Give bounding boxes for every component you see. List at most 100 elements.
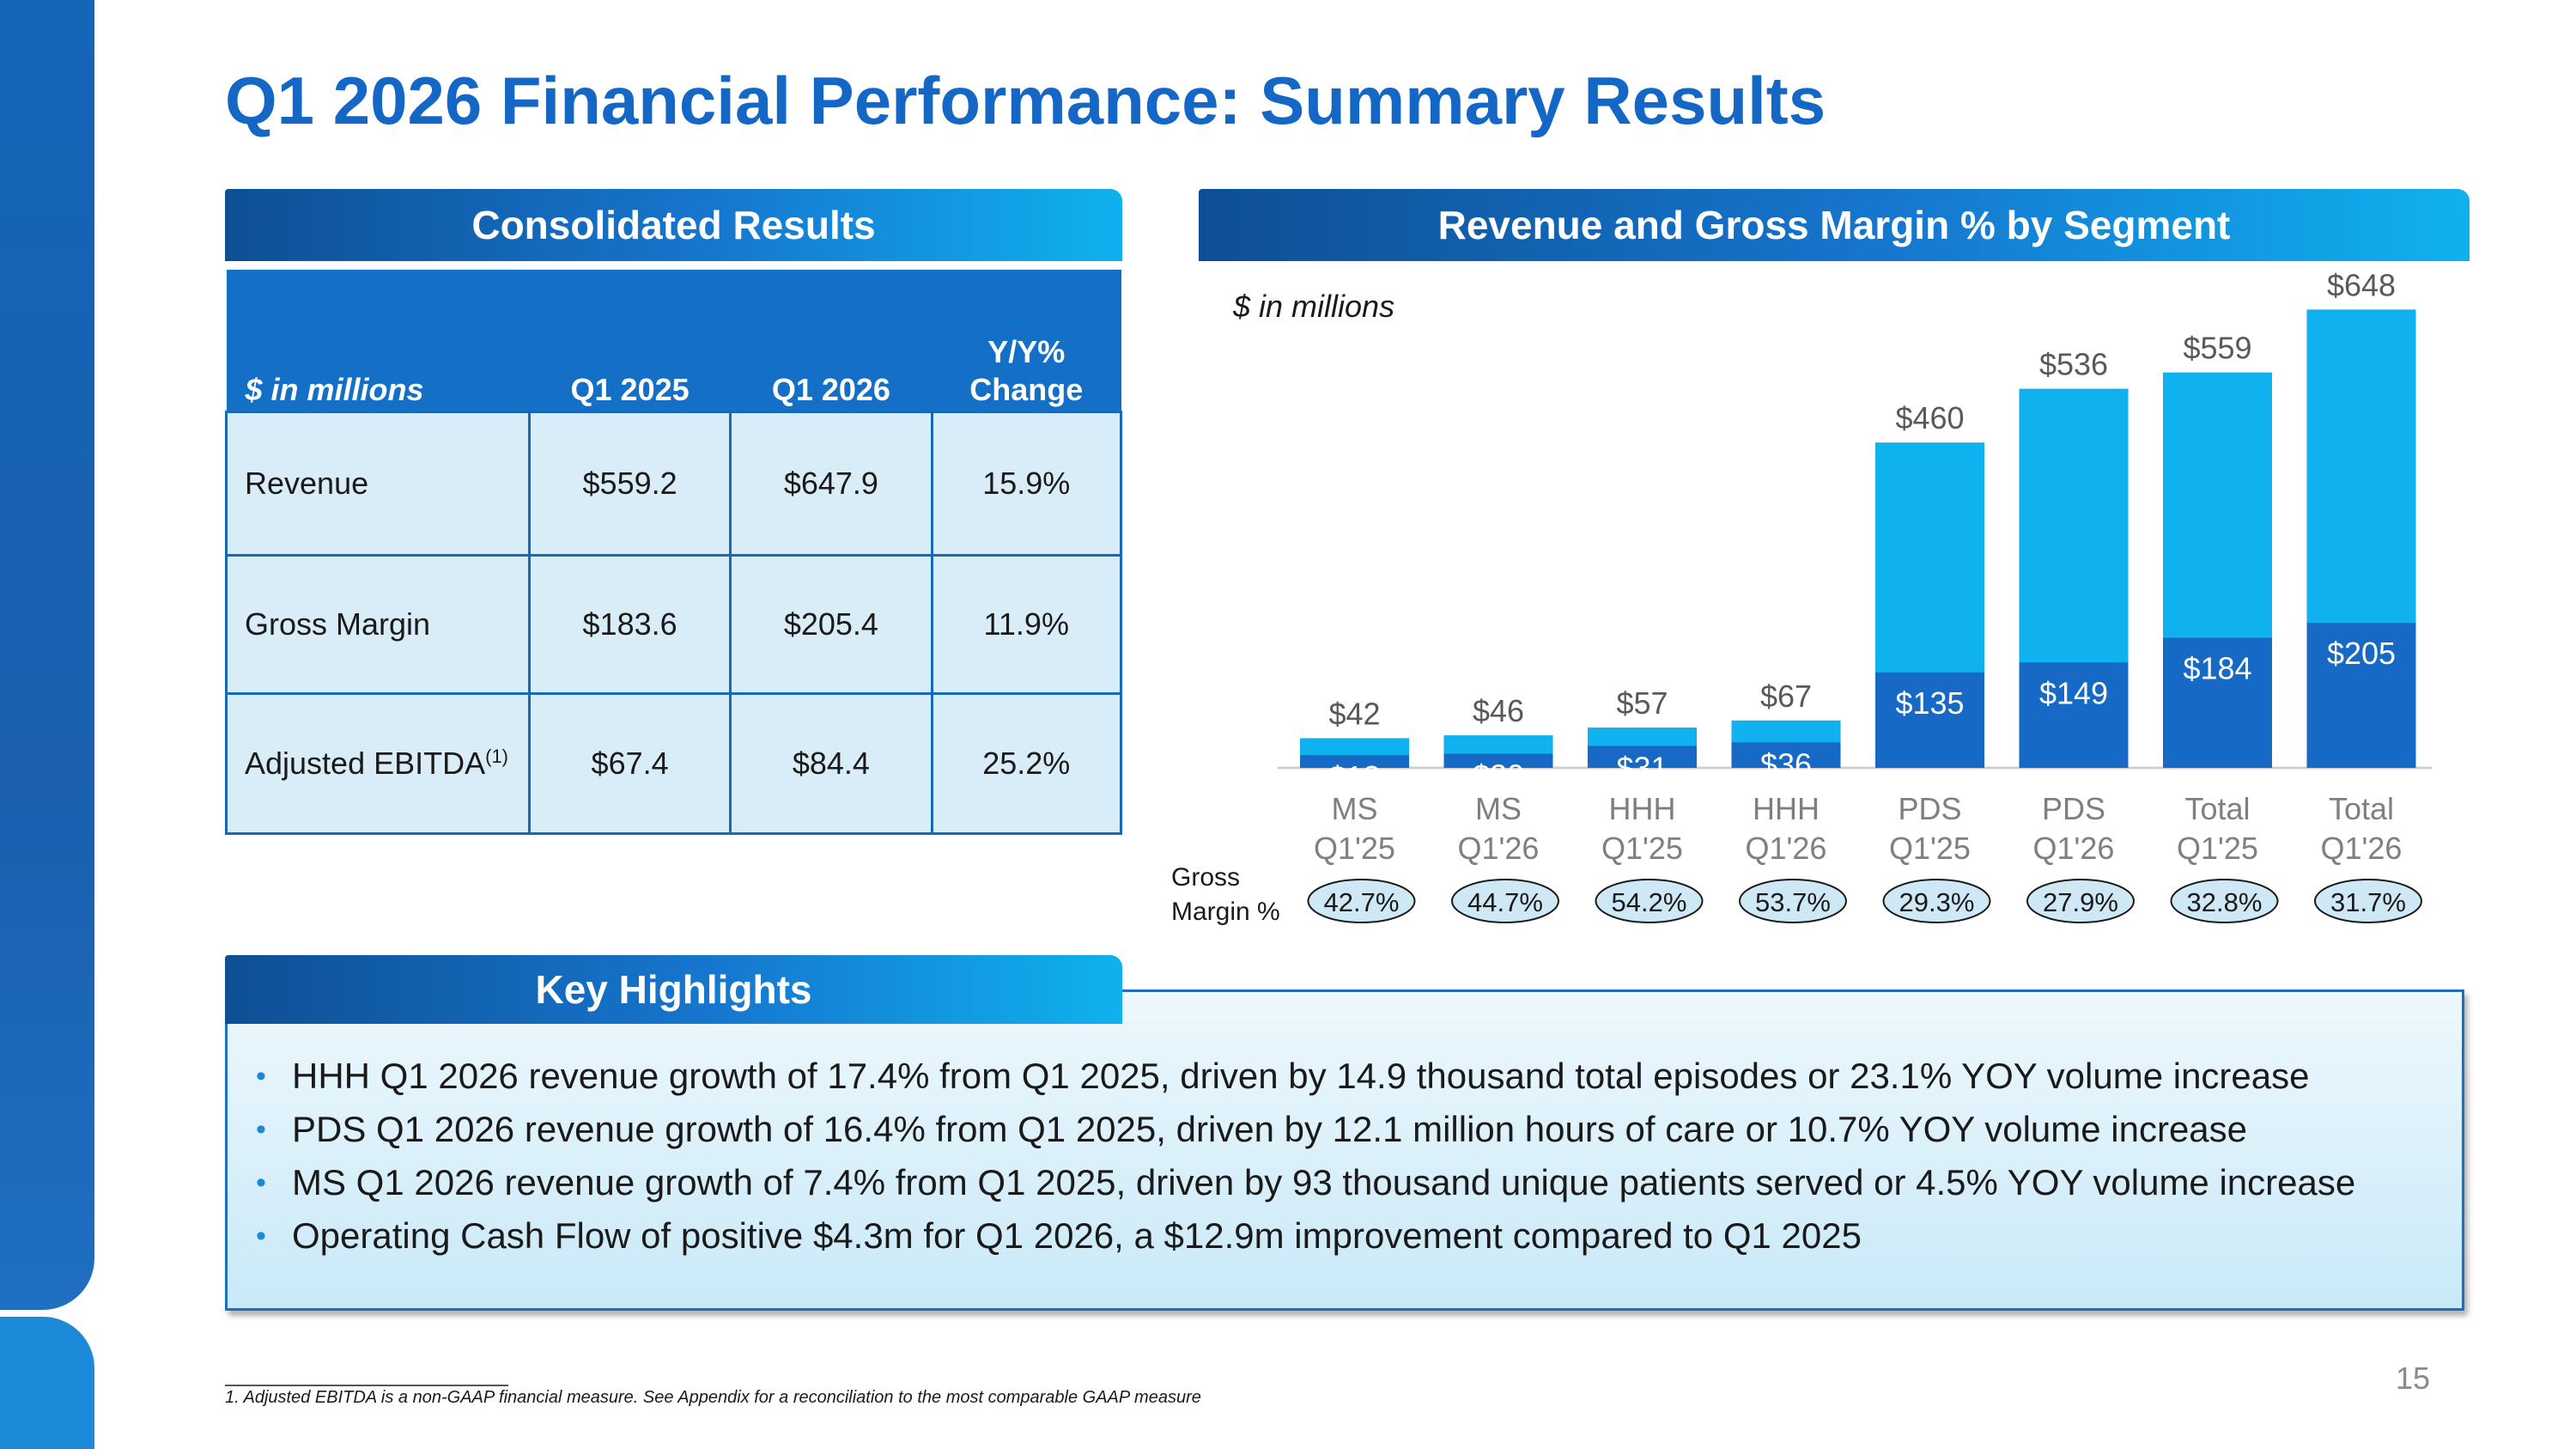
revenue-data-label: $648 xyxy=(2327,267,2396,302)
yoy-change-header: Y/Y% Change xyxy=(932,270,1121,412)
category-tick-label: Total xyxy=(2184,791,2250,826)
gross-margin-pct-pill xyxy=(2170,879,2279,923)
row-label: Revenue xyxy=(225,411,531,557)
gross-margin-bar xyxy=(2019,662,2129,768)
bullet-icon: • xyxy=(256,1060,266,1093)
category-tick-label: Q1'25 xyxy=(1889,831,1971,866)
gross-margin-bar xyxy=(2306,623,2416,768)
footnote: 1. Adjusted EBITDA is a non-GAAP financi… xyxy=(225,1388,1201,1407)
footnote-mark: (1) xyxy=(485,746,509,767)
side-accent-bar-bottom xyxy=(0,1317,94,1449)
gross-margin-bar xyxy=(1300,755,1409,768)
units-header: $ in millions xyxy=(226,270,530,412)
category-tick-label: PDS xyxy=(1898,791,1961,826)
gross-margin-bar xyxy=(1731,742,1841,768)
list-item: • HHH Q1 2026 revenue growth of 17.4% fro… xyxy=(252,1050,2355,1103)
list-item: • Operating Cash Flow of positive $4.3m f… xyxy=(252,1209,2355,1263)
cell-change: 11.9% xyxy=(930,554,1123,695)
category-tick-label: MS xyxy=(1332,791,1378,826)
gross-margin-pct-pill xyxy=(1882,879,1991,923)
revenue-data-label: $46 xyxy=(1473,693,1524,728)
gross-margin-pct-label: 27.9% xyxy=(2043,887,2118,917)
gross-margin-pct-pill xyxy=(2026,879,2135,923)
category-tick-label: HHH xyxy=(1609,791,1676,826)
gross-margin-pct-label: 54.2% xyxy=(1612,887,1687,917)
q1-2026-header: Q1 2026 xyxy=(730,270,933,412)
category-tick-label: MS xyxy=(1475,791,1522,826)
category-tick-label: Q1'26 xyxy=(2321,831,2403,866)
category-tick-label: Q1'26 xyxy=(2033,831,2115,866)
gross-margin-bar xyxy=(2163,637,2272,768)
gross-margin-pct-label: 31.7% xyxy=(2330,887,2406,917)
cell-q1-2025: $67.4 xyxy=(527,692,732,835)
gross-margin-data-label: $205 xyxy=(2327,636,2396,671)
gross-margin-pct-pill xyxy=(1451,879,1559,923)
bullet-icon: • xyxy=(256,1113,266,1146)
chart-units-label: $ in millions xyxy=(1233,289,1395,324)
category-tick-label: Total xyxy=(2329,791,2394,826)
consolidated-results-header: Consolidated Results xyxy=(225,189,1122,261)
gross-margin-bar xyxy=(1588,746,1697,768)
bullet-icon: • xyxy=(256,1220,266,1252)
category-tick-label: Q1'26 xyxy=(1746,831,1827,866)
bullet-icon: • xyxy=(256,1166,266,1199)
cell-q1-2026: $647.9 xyxy=(729,411,933,557)
table-row: Gross Margin $183.6 $205.4 11.9% xyxy=(225,554,1123,695)
revenue-gross-margin-chart: $42$18MSQ1'2542.7%$46$20MSQ1'2644.7%$57$… xyxy=(1278,267,2432,923)
gross-margin-pct-pill xyxy=(1595,879,1704,923)
cell-q1-2026: $84.4 xyxy=(729,692,933,835)
gross-margin-bar xyxy=(1443,753,1553,768)
gross-margin-pct-pill xyxy=(1739,879,1847,923)
gross-margin-data-label: $20 xyxy=(1473,758,1524,794)
gross-margin-data-label: $135 xyxy=(1895,685,1964,721)
side-accent-bar xyxy=(0,0,94,1310)
category-tick-label: PDS xyxy=(2042,791,2105,826)
gross-margin-pct-label: 32.8% xyxy=(2187,887,2263,917)
q1-2025-header: Q1 2025 xyxy=(529,270,731,412)
category-tick-label: Q1'25 xyxy=(2177,831,2258,866)
gross-margin-data-label: $184 xyxy=(2183,650,2251,685)
list-item: • PDS Q1 2026 revenue growth of 16.4% fro… xyxy=(252,1103,2355,1156)
gross-margin-pct-pill xyxy=(1307,879,1416,923)
gross-margin-pct-pill xyxy=(2314,879,2422,923)
revenue-data-label: $67 xyxy=(1760,679,1812,714)
category-tick-label: HHH xyxy=(1753,791,1820,826)
revenue-data-label: $57 xyxy=(1616,685,1668,721)
category-tick-label: Q1'25 xyxy=(1314,831,1395,866)
table-row: Revenue $559.2 $647.9 15.9% xyxy=(225,411,1123,557)
page-title: Q1 2026 Financial Performance: Summary R… xyxy=(225,63,1826,138)
gross-margin-data-label: $36 xyxy=(1760,746,1812,782)
cell-q1-2025: $559.2 xyxy=(527,411,732,557)
gross-margin-data-label: $149 xyxy=(2039,675,2108,710)
key-highlights-box xyxy=(225,989,2464,1311)
cell-change: 15.9% xyxy=(930,411,1123,557)
consolidated-results-table: $ in millions Q1 2025 Q1 2026 Y/Y% Change… xyxy=(225,270,1123,835)
gross-margin-data-label: $18 xyxy=(1328,759,1380,795)
key-highlights-list: • HHH Q1 2026 revenue growth of 17.4% fro… xyxy=(252,1050,2355,1263)
revenue-data-label: $536 xyxy=(2039,347,2108,382)
gross-margin-row-label: Gross Margin % xyxy=(1171,863,1280,926)
cell-q1-2026: $205.4 xyxy=(729,554,933,695)
gross-margin-pct-label: 29.3% xyxy=(1899,887,1975,917)
revenue-data-label: $42 xyxy=(1328,696,1380,731)
category-tick-label: Q1'25 xyxy=(1601,831,1683,866)
key-highlights-header: Key Highlights xyxy=(225,955,1122,1024)
cell-change: 25.2% xyxy=(930,692,1123,835)
row-label: Gross Margin xyxy=(225,554,531,695)
page-number: 15 xyxy=(2396,1361,2431,1396)
revenue-data-label: $559 xyxy=(2183,331,2251,366)
category-tick-label: Q1'26 xyxy=(1458,831,1540,866)
row-label: Adjusted EBITDA(1) xyxy=(225,692,531,835)
segment-chart-header: Revenue and Gross Margin % by Segment xyxy=(1199,189,2470,261)
table-header-row: $ in millions Q1 2025 Q1 2026 Y/Y% Change xyxy=(226,270,1121,412)
table-row: Adjusted EBITDA(1) $67.4 $84.4 25.2% xyxy=(225,692,1123,835)
footnote-divider xyxy=(225,1385,508,1386)
gross-margin-data-label: $31 xyxy=(1616,750,1668,785)
list-item: • MS Q1 2026 revenue growth of 7.4% from … xyxy=(252,1156,2355,1209)
gross-margin-bar xyxy=(1875,672,1984,768)
gross-margin-pct-label: 53.7% xyxy=(1755,887,1831,917)
gross-margin-pct-label: 44.7% xyxy=(1467,887,1543,917)
cell-q1-2025: $183.6 xyxy=(527,554,732,695)
revenue-data-label: $460 xyxy=(1895,400,1964,435)
gross-margin-pct-label: 42.7% xyxy=(1324,887,1400,917)
